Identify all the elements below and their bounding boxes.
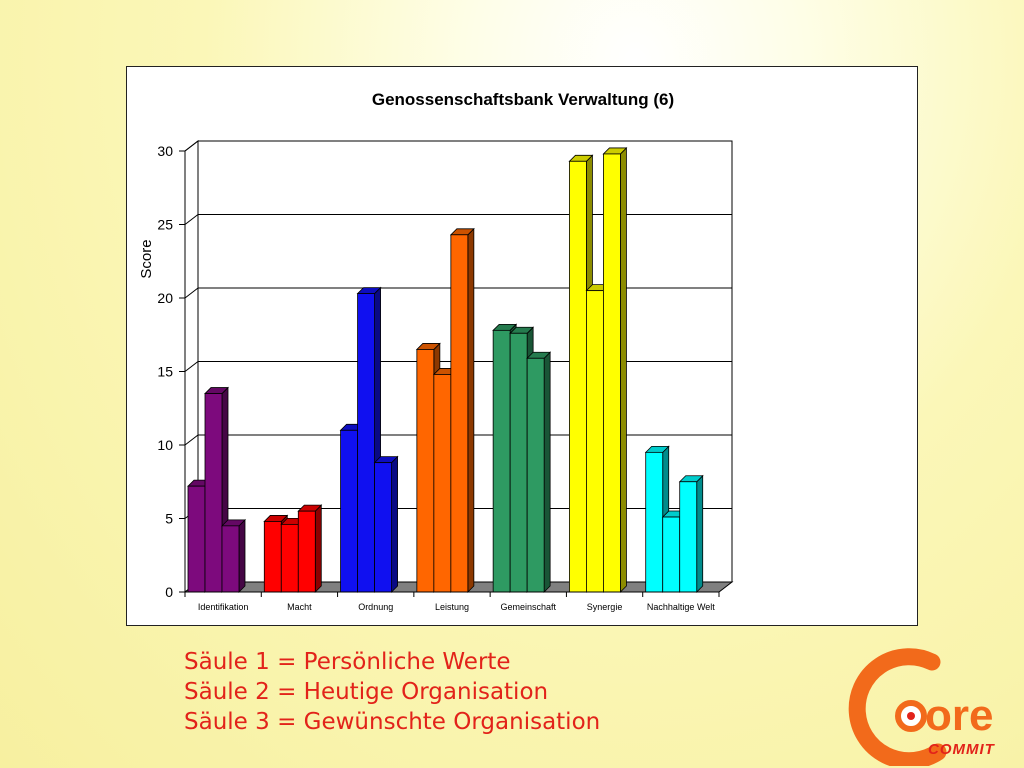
bar bbox=[297, 504, 323, 593]
bar bbox=[602, 146, 628, 593]
y-axis-label: Score bbox=[138, 239, 155, 278]
x-tick-label: Synergie bbox=[587, 602, 623, 612]
gridline-side bbox=[184, 214, 199, 225]
bar-front-face bbox=[204, 393, 223, 593]
bar-front-face bbox=[433, 374, 452, 593]
bar-front-face bbox=[586, 290, 604, 593]
y-tick-label: 0 bbox=[165, 584, 173, 600]
gridline-side bbox=[184, 434, 199, 446]
bar-side-face bbox=[543, 351, 551, 593]
core-commit-logo: ore COMMIT bbox=[848, 648, 996, 766]
logo-text-main: ore bbox=[925, 691, 993, 740]
x-tick-label: Ordnung bbox=[358, 602, 393, 612]
bar-front-face bbox=[662, 516, 681, 593]
bar bbox=[204, 386, 229, 593]
x-tick-label: Leistung bbox=[435, 602, 469, 612]
bar-side-face bbox=[238, 518, 246, 593]
legend-line-1: Säule 1 = Persönliche Werte bbox=[184, 649, 511, 675]
bar-front-face bbox=[569, 160, 587, 593]
y-tick-label: 30 bbox=[157, 143, 173, 159]
y-tick-label: 20 bbox=[157, 290, 173, 306]
chart-title: Genossenschaftsbank Verwaltung (6) bbox=[372, 90, 674, 109]
bar-side-face bbox=[467, 227, 475, 593]
gridline-side bbox=[184, 287, 199, 299]
logo-c-arc bbox=[848, 648, 947, 766]
bar-front-face bbox=[374, 462, 392, 593]
bar-side-face bbox=[314, 504, 322, 593]
bar-front-face bbox=[416, 349, 435, 593]
column-legend: Säule 1 = Persönliche Werte Säule 2 = He… bbox=[184, 647, 600, 737]
bar-side-face bbox=[696, 474, 704, 593]
bar bbox=[678, 474, 704, 593]
bar-front-face bbox=[526, 357, 545, 593]
gridline-side bbox=[184, 361, 199, 372]
bar-front-face bbox=[509, 332, 528, 593]
logo-text-sub: COMMIT bbox=[928, 741, 996, 758]
gridline-side bbox=[184, 140, 199, 152]
bar-front-face bbox=[221, 525, 240, 593]
axis-layer: 0 5 10 15 20 25 30 Identifikation Macht Ordnung Le… bbox=[157, 143, 720, 612]
bar-front-face bbox=[492, 329, 511, 593]
bar bbox=[449, 227, 475, 593]
bar-front-face bbox=[679, 481, 698, 593]
x-tick-label: Nachhaltige Welt bbox=[647, 602, 715, 612]
bar-front-face bbox=[340, 429, 358, 593]
bar-front-face bbox=[280, 523, 299, 593]
bar bbox=[221, 518, 246, 593]
chart-panel: Genossenschaftsbank Verwaltung (6) Score… bbox=[126, 66, 918, 626]
bar-front-face bbox=[187, 485, 206, 593]
bar bbox=[373, 455, 399, 593]
x-tick-label: Gemeinschaft bbox=[501, 602, 557, 612]
x-tick-label: Macht bbox=[287, 602, 312, 612]
bar-front-face bbox=[357, 293, 375, 593]
y-tick-label: 5 bbox=[165, 511, 173, 527]
bar-side-face bbox=[391, 455, 398, 593]
bar-front-face bbox=[263, 521, 282, 593]
bar-chart: Genossenschaftsbank Verwaltung (6) Score… bbox=[138, 90, 734, 612]
bar-front-face bbox=[645, 451, 664, 593]
bar-front-face bbox=[603, 153, 621, 593]
legend-line-2: Säule 2 = Heutige Organisation bbox=[184, 679, 549, 705]
y-tick-label: 15 bbox=[157, 364, 173, 380]
bar-front-face bbox=[297, 510, 316, 593]
bars-layer bbox=[187, 146, 704, 593]
y-tick-label: 25 bbox=[157, 217, 173, 233]
legend-line-3: Säule 3 = Gewünschte Organisation bbox=[184, 709, 601, 735]
bar-front-face bbox=[450, 234, 469, 593]
y-tick-label: 10 bbox=[157, 437, 173, 453]
logo-target-dot bbox=[907, 712, 915, 720]
x-tick-label: Identifikation bbox=[198, 602, 249, 612]
bar-side-face bbox=[620, 146, 627, 593]
bar bbox=[526, 351, 552, 593]
